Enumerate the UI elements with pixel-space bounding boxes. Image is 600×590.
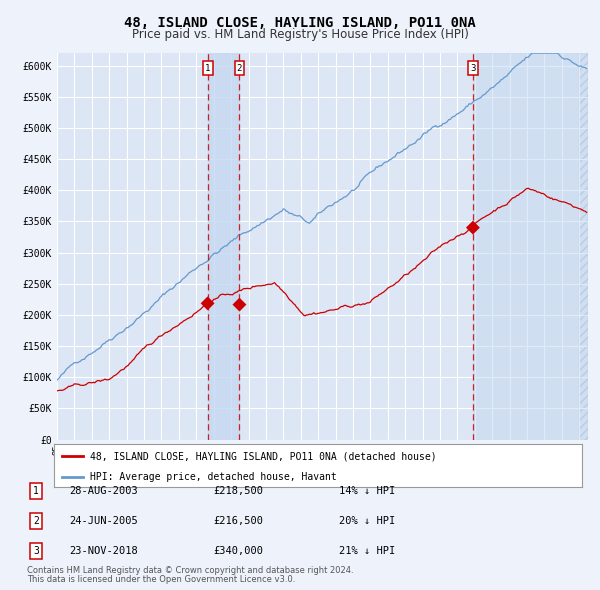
Text: 24-JUN-2005: 24-JUN-2005 (69, 516, 138, 526)
Text: £216,500: £216,500 (213, 516, 263, 526)
Text: 23-NOV-2018: 23-NOV-2018 (69, 546, 138, 556)
Point (235, 300, 244, 309)
Text: £340,000: £340,000 (213, 546, 263, 556)
Text: Price paid vs. HM Land Registry's House Price Index (HPI): Price paid vs. HM Land Registry's House … (131, 28, 469, 41)
Text: 21% ↓ HPI: 21% ↓ HPI (339, 546, 395, 556)
Text: 2: 2 (237, 64, 242, 73)
Point (203, 299, 212, 308)
Text: This data is licensed under the Open Government Licence v3.0.: This data is licensed under the Open Gov… (27, 575, 295, 584)
Text: 1: 1 (33, 486, 39, 496)
Text: 48, ISLAND CLOSE, HAYLING ISLAND, PO11 0NA: 48, ISLAND CLOSE, HAYLING ISLAND, PO11 0… (124, 16, 476, 30)
Text: 3: 3 (33, 546, 39, 556)
Text: 48, ISLAND CLOSE, HAYLING ISLAND, PO11 0NA (detached house): 48, ISLAND CLOSE, HAYLING ISLAND, PO11 0… (90, 451, 437, 461)
Text: £218,500: £218,500 (213, 486, 263, 496)
Bar (473, 53, 588, 440)
Bar (208, 53, 239, 440)
Text: 28-AUG-2003: 28-AUG-2003 (69, 486, 138, 496)
Text: 20% ↓ HPI: 20% ↓ HPI (339, 516, 395, 526)
Text: 14% ↓ HPI: 14% ↓ HPI (339, 486, 395, 496)
Text: Contains HM Land Registry data © Crown copyright and database right 2024.: Contains HM Land Registry data © Crown c… (27, 566, 353, 575)
Text: HPI: Average price, detached house, Havant: HPI: Average price, detached house, Hava… (90, 473, 337, 483)
Text: 2: 2 (33, 516, 39, 526)
Point (468, 223, 478, 232)
Text: 1: 1 (205, 64, 210, 73)
Text: 3: 3 (470, 64, 476, 73)
